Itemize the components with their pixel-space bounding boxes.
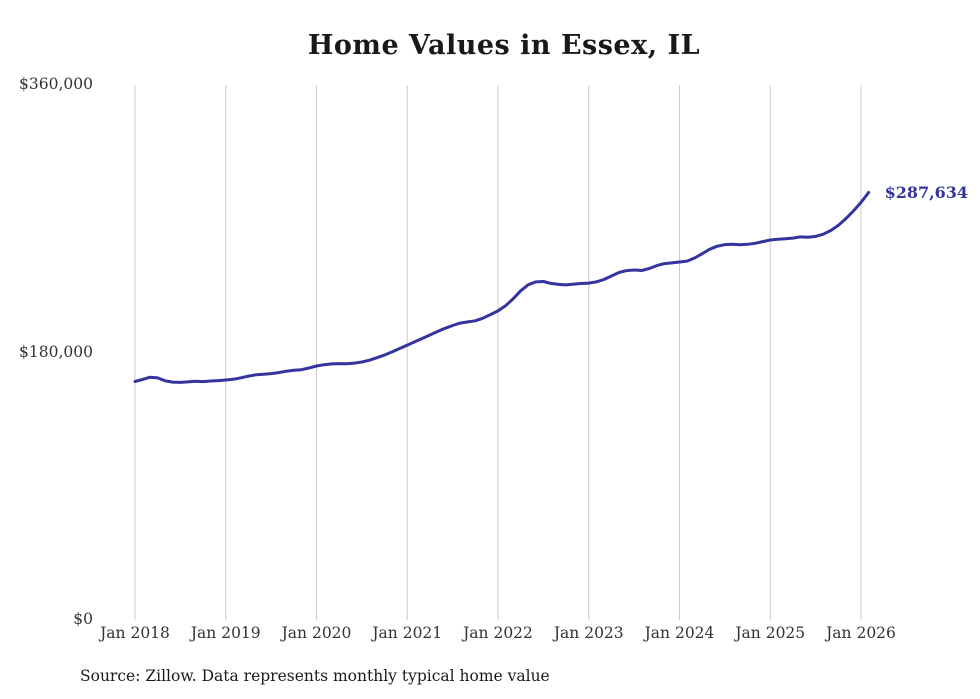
y-tick-label: $0	[73, 610, 93, 628]
x-tick-label: Jan 2023	[553, 624, 624, 642]
home-value-line	[133, 191, 871, 384]
x-tick-label: Jan 2022	[463, 624, 533, 642]
y-tick-label: $360,000	[19, 75, 93, 93]
x-tick-label: Jan 2024	[644, 624, 715, 642]
x-tick-label: Jan 2019	[190, 624, 261, 642]
x-tick-label: Jan 2018	[100, 624, 170, 642]
latest-value-label: $287,634	[884, 182, 969, 202]
x-tick-label: Jan 2020	[281, 624, 352, 642]
source-note: Source: Zillow. Data represents monthly …	[80, 667, 550, 685]
chart-title: Home Values in Essex, IL	[307, 30, 701, 61]
x-tick-label: Jan 2026	[826, 624, 896, 642]
x-tick-label: Jan 2021	[372, 624, 443, 642]
y-tick-label: $180,000	[19, 342, 93, 361]
x-tick-label: Jan 2025	[735, 624, 806, 642]
